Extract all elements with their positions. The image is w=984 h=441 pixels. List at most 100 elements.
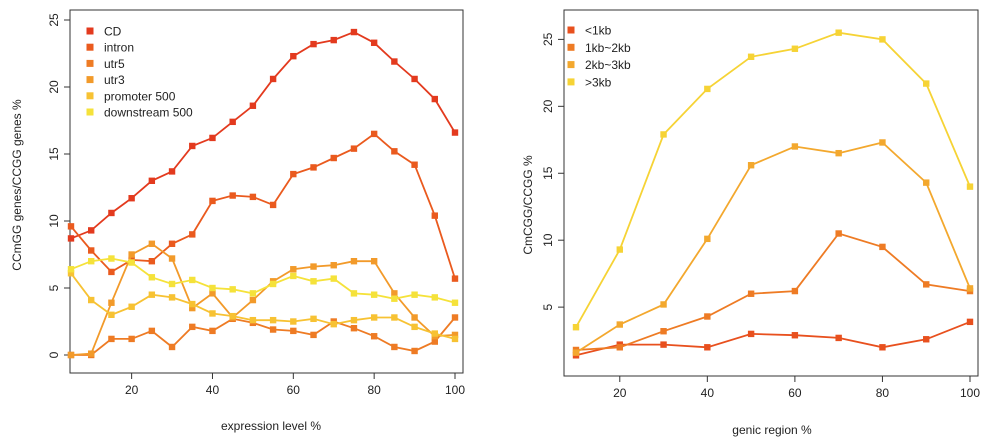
left-data-point-intron [168,240,176,247]
left-data-point-downstream-500 [148,274,156,281]
left-data-point-promoter-500 [148,291,156,298]
left-data-point-utr5 [128,335,135,343]
left-data-point-promoter-500 [431,330,438,337]
left-data-point-intron [67,223,75,230]
right-data-point-3kb [966,183,974,190]
right-y-axis-label: CmCGG/CCGG % [521,155,535,255]
right-series-line-3kb [575,31,971,328]
left-data-point-downstream-500 [249,290,257,297]
left-data-point-promoter-500 [391,314,398,321]
left-data-point-utr3 [310,263,317,270]
right-data-point-1kb-2kb [835,230,842,237]
right-data-point-1kb [704,344,711,351]
left-legend-marker [86,43,94,51]
right-legend-label: <1kb [585,24,612,38]
left-legend-marker [86,59,94,67]
left-data-point-intron [310,164,317,171]
right-data-point-3kb [704,85,711,93]
left-data-point-cd [209,134,216,142]
right-legend-marker [567,78,575,86]
left-data-point-downstream-500 [67,266,75,273]
left-data-point-downstream-500 [350,290,358,297]
left-data-point-cd [370,39,378,46]
left-series-line-utr3 [70,242,456,356]
right-data-point-3kb [747,53,755,60]
left-data-point-intron [148,258,156,265]
right-data-point-2kb-3kb [572,349,580,356]
left-data-point-intron [229,192,236,199]
left-data-point-cd [128,195,135,202]
right-data-point-1kb [660,341,667,348]
left-data-point-downstream-500 [330,275,337,282]
left-data-point-utr3 [330,262,337,269]
left-data-point-utr5 [431,338,438,345]
left-data-point-promoter-500 [269,316,277,324]
right-data-point-3kb [879,36,886,43]
left-data-point-downstream-500 [108,255,115,262]
left-data-point-promoter-500 [290,318,297,325]
left-y-tick-label: 5 [47,284,61,291]
left-data-point-utr3 [350,258,358,265]
left-legend-label: utr5 [104,57,125,71]
left-data-point-utr5 [290,327,297,335]
left-data-point-cd [350,28,358,36]
left-data-point-promoter-500 [229,312,236,320]
left-data-point-promoter-500 [209,310,216,317]
left-data-point-intron [451,275,459,282]
left-line-chart: expression level % CCmGG genes/CCGG gene… [10,9,465,433]
right-x-axis-label: genic region % [732,423,812,437]
left-data-point-downstream-500 [128,259,135,266]
left-data-point-promoter-500 [370,314,378,321]
left-y-tick-label: 0 [47,351,61,358]
left-series-line-cd [70,31,456,240]
left-data-point-intron [431,212,438,219]
left-x-tick-label: 100 [445,383,465,397]
left-data-point-promoter-500 [451,335,459,343]
left-data-point-promoter-500 [168,294,176,301]
left-data-point-utr3 [290,266,297,273]
left-y-tick-label: 15 [47,147,61,161]
right-data-point-2kb-3kb [966,285,974,292]
left-data-point-cd [330,36,337,44]
right-data-point-2kb-3kb [835,149,842,157]
right-y-tick-label: 5 [541,303,555,310]
right-data-point-1kb-2kb [616,344,623,351]
left-data-point-utr3 [391,290,398,297]
left-data-point-utr5 [108,335,115,343]
left-data-point-utr3 [451,331,459,339]
left-series-line-intron [70,132,456,279]
right-legend-label: 2kb~3kb [585,58,631,72]
right-data-point-2kb-3kb [704,235,711,243]
left-data-point-utr5 [310,331,317,339]
right-data-point-3kb [923,80,930,87]
left-data-point-utr5 [269,326,277,333]
left-data-point-downstream-500 [88,258,95,265]
right-data-point-3kb [660,131,667,138]
right-data-point-1kb [879,344,886,351]
right-x-tick-label: 60 [788,386,802,400]
right-data-point-1kb-2kb [747,290,755,297]
left-data-point-downstream-500 [290,272,297,280]
left-data-point-promoter-500 [330,320,337,328]
left-y-tick-label: 10 [47,214,61,228]
right-data-point-1kb-2kb [791,287,799,295]
left-y-axis-label: CCmGG genes/CCGG genes % [10,99,24,271]
right-line-chart: genic region % CmCGG/CCGG % 20 40 60 80 100 5… [521,9,980,437]
left-legend-marker [86,76,94,84]
left-data-point-cd [451,129,459,136]
left-data-point-intron [249,193,257,201]
left-x-axis-label: expression level % [221,419,321,433]
left-data-point-utr3 [67,351,75,359]
left-data-point-cd [88,227,95,234]
left-data-point-utr3 [411,314,418,321]
right-y-tick-label: 20 [541,99,555,113]
right-legend-marker [567,43,575,51]
left-data-point-cd [431,95,438,103]
right-data-point-1kb [747,330,755,338]
left-data-point-downstream-500 [269,280,277,288]
left-data-point-cd [290,52,297,60]
left-data-point-downstream-500 [451,299,459,306]
left-data-point-promoter-500 [310,315,317,323]
right-data-point-2kb-3kb [747,162,755,169]
right-y-tick-label: 10 [541,233,555,247]
